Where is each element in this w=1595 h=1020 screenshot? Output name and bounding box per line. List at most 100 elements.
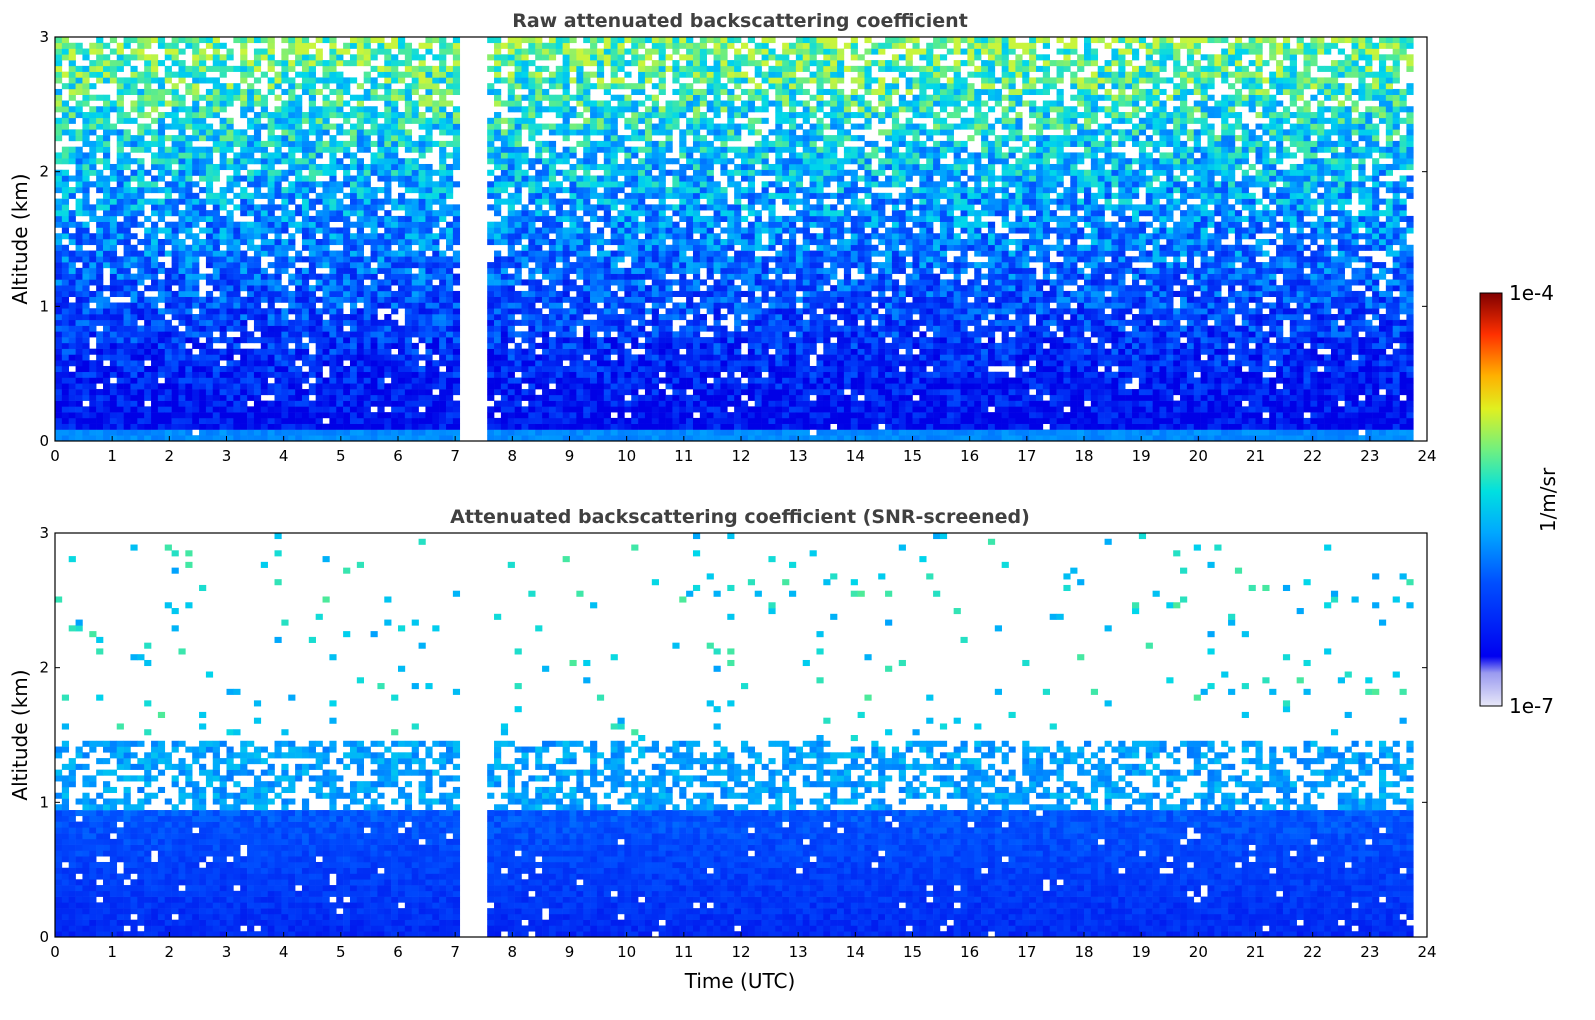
- heatmap-cell: [308, 417, 316, 424]
- heatmap-cell: [535, 262, 543, 269]
- heatmap-cell: [199, 389, 207, 396]
- heatmap-cell: [398, 239, 406, 246]
- heatmap-cell: [576, 337, 584, 344]
- heatmap-cell: [507, 146, 515, 153]
- heatmap-cell: [61, 389, 70, 396]
- heatmap-cell: [329, 77, 337, 84]
- heatmap-cell: [644, 135, 653, 142]
- heatmap-cell: [336, 267, 344, 274]
- heatmap-cell: [603, 117, 611, 124]
- heatmap-cell: [68, 360, 76, 367]
- heatmap-cell: [624, 152, 632, 159]
- heatmap-cell: [404, 308, 413, 315]
- heatmap-cell: [151, 65, 159, 72]
- heatmap-cell: [514, 360, 522, 367]
- heatmap-cell: [487, 337, 495, 344]
- heatmap-cell: [240, 94, 248, 101]
- heatmap-cell: [583, 100, 591, 107]
- heatmap-cell: [439, 290, 447, 298]
- heatmap-cell: [452, 342, 461, 349]
- heatmap-cell: [507, 262, 515, 269]
- heatmap-cell: [439, 331, 447, 338]
- heatmap-cell: [398, 279, 406, 286]
- heatmap-cell: [171, 337, 179, 344]
- heatmap-cell: [219, 71, 227, 78]
- heatmap-cell: [247, 435, 255, 442]
- heatmap-cell: [384, 244, 392, 251]
- heatmap-cell: [651, 423, 659, 430]
- heatmap-cell: [157, 204, 166, 211]
- heatmap-cell: [322, 169, 330, 176]
- heatmap-cell: [583, 83, 591, 90]
- heatmap-cell: [356, 233, 364, 240]
- heatmap-cell: [542, 256, 550, 263]
- heatmap-cell: [411, 308, 419, 315]
- heatmap-cell: [363, 239, 371, 246]
- heatmap-cell: [192, 285, 200, 292]
- heatmap-cell: [583, 423, 591, 430]
- heatmap-cell: [548, 400, 557, 407]
- heatmap-cell: [548, 37, 557, 44]
- heatmap-cell: [288, 365, 296, 373]
- heatmap-cell: [377, 354, 385, 361]
- heatmap-cell: [199, 273, 207, 280]
- heatmap-cell: [356, 227, 364, 234]
- heatmap-cell: [432, 88, 440, 96]
- heatmap-cell: [308, 117, 316, 124]
- heatmap-cell: [548, 204, 557, 211]
- heatmap-cell: [123, 129, 131, 136]
- heatmap-cell: [295, 250, 303, 257]
- heatmap-cell: [103, 129, 111, 136]
- heatmap-cell: [349, 423, 358, 430]
- heatmap-cell: [274, 342, 282, 349]
- heatmap-cell: [590, 354, 598, 361]
- heatmap-cell: [233, 342, 241, 349]
- heatmap-cell: [295, 221, 303, 228]
- heatmap-cell: [487, 348, 495, 355]
- heatmap-cell: [267, 285, 275, 292]
- heatmap-cell: [315, 279, 323, 286]
- heatmap-cell: [638, 227, 646, 234]
- heatmap-cell: [487, 83, 495, 90]
- heatmap-cell: [247, 348, 255, 355]
- heatmap-cell: [89, 163, 97, 171]
- heatmap-cell: [96, 360, 104, 367]
- heatmap-cell: [610, 360, 618, 367]
- heatmap-cell: [562, 273, 570, 280]
- heatmap-cell: [123, 221, 131, 228]
- heatmap-cell: [617, 221, 625, 228]
- heatmap-cell: [343, 233, 351, 240]
- heatmap-cell: [487, 371, 495, 378]
- heatmap-cell: [439, 48, 447, 55]
- heatmap-cell: [192, 342, 200, 349]
- heatmap-cell: [157, 383, 166, 390]
- heatmap-cell: [384, 163, 392, 171]
- heatmap-cell: [411, 406, 419, 413]
- heatmap-cell: [638, 204, 646, 211]
- heatmap-cell: [288, 256, 296, 263]
- heatmap-cell: [439, 250, 447, 257]
- heatmap-cell: [301, 279, 310, 286]
- heatmap-cell: [336, 112, 344, 119]
- heatmap-cell: [583, 342, 591, 349]
- heatmap-cell: [617, 429, 625, 436]
- heatmap-cell: [315, 112, 323, 119]
- heatmap-cell: [446, 285, 454, 292]
- heatmap-cell: [68, 348, 76, 355]
- heatmap-cell: [130, 175, 138, 182]
- heatmap-cell: [109, 71, 118, 78]
- heatmap-cell: [247, 314, 255, 321]
- heatmap-cell: [370, 394, 378, 401]
- heatmap-cell: [295, 354, 303, 361]
- heatmap-cell: [356, 423, 364, 430]
- heatmap-cell: [109, 348, 118, 355]
- heatmap-cell: [178, 244, 186, 251]
- heatmap-cell: [301, 314, 310, 321]
- heatmap-cell: [343, 365, 351, 373]
- heatmap-cell: [398, 48, 406, 55]
- heatmap-cell: [199, 250, 207, 257]
- heatmap-cell: [322, 308, 330, 315]
- heatmap-cell: [308, 319, 316, 326]
- heatmap-cell: [658, 354, 666, 361]
- heatmap-cell: [233, 296, 241, 303]
